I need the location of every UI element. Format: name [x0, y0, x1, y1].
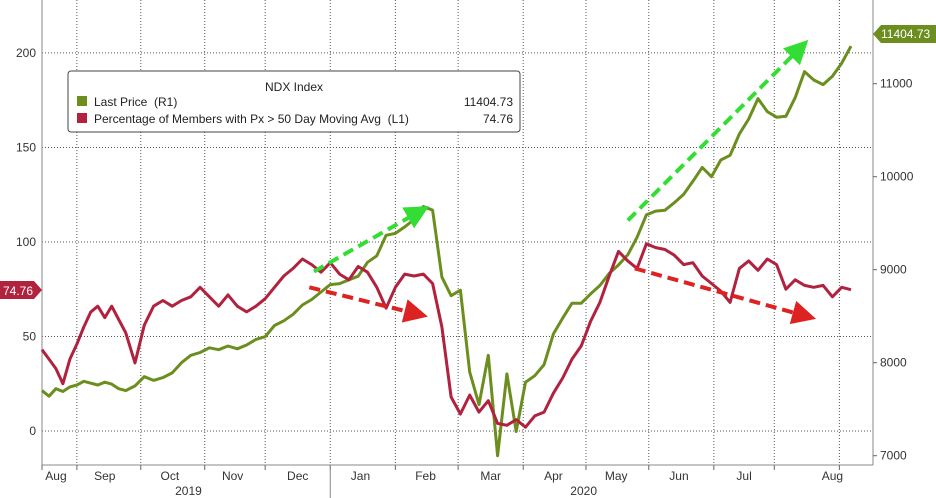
- left-axis-ticks: 0 50 100 150 200: [16, 46, 36, 438]
- right-tick-label: 11000: [880, 77, 913, 91]
- month-label: Aug: [822, 469, 843, 483]
- month-label: Oct: [161, 469, 180, 483]
- left-tick-label: 100: [16, 235, 36, 249]
- left-tick-label: 50: [23, 329, 37, 343]
- trend-arrow-down: [308, 285, 428, 323]
- month-label: Apr: [544, 469, 563, 483]
- year-label: 2020: [570, 484, 597, 498]
- legend-value-breadth: 74.76: [483, 112, 513, 126]
- legend-title: NDX Index: [265, 80, 323, 94]
- right-tick-label: 7000: [880, 449, 907, 463]
- right-axis-ticks: 7000 8000 9000 10000 11000: [873, 77, 914, 463]
- month-label: Aug: [45, 469, 66, 483]
- legend-box: [67, 70, 521, 133]
- axes: [41, 0, 874, 466]
- right-tick-label: 8000: [880, 356, 907, 370]
- right-badge-shape: [873, 25, 936, 43]
- month-label: Feb: [415, 469, 436, 483]
- left-value-badge: 74.76: [0, 281, 42, 299]
- legend-value-price: 11404.73: [464, 95, 513, 109]
- legend-swatch-breadth: [77, 113, 87, 123]
- right-value-badge: 11404.73: [873, 25, 936, 43]
- right-badge-text: 11404.73: [881, 27, 930, 41]
- left-tick-label: 200: [16, 46, 36, 60]
- right-tick-label: 9000: [880, 263, 907, 277]
- year-label: 2019: [175, 484, 202, 498]
- legend: NDX Index Last Price (R1) 11404.73 Perce…: [67, 70, 521, 133]
- x-axis-months: Aug Sep Oct Nov Dec Jan Feb Mar Apr May Jun Jul Aug: [41, 465, 843, 483]
- trend-arrow-down: [634, 266, 817, 325]
- grid: [41, 0, 873, 465]
- legend-swatch-price: [77, 96, 87, 106]
- month-label: Mar: [480, 469, 501, 483]
- series-line-pct-above-50dma: [40, 242, 852, 429]
- annotation-layer: [308, 39, 817, 325]
- x-axis-years: 2019 2020: [175, 465, 597, 498]
- series-line-last-price: [41, 45, 853, 458]
- left-tick-label: 150: [16, 140, 36, 154]
- month-label: Nov: [222, 469, 243, 483]
- trend-arrow-up: [313, 206, 430, 274]
- month-label: Sep: [94, 469, 116, 483]
- month-label: Jun: [669, 469, 688, 483]
- legend-label-price: Last Price (R1): [94, 95, 177, 109]
- left-badge-text: 74.76: [3, 284, 33, 298]
- month-label: May: [605, 469, 628, 483]
- legend-label-breadth: Percentage of Members with Px > 50 Day M…: [94, 112, 409, 126]
- month-label: Jan: [351, 469, 370, 483]
- month-label: Jul: [736, 469, 751, 483]
- trend-arrow-up: [626, 39, 809, 222]
- left-tick-label: 0: [29, 424, 36, 438]
- left-badge-shape: [0, 281, 42, 299]
- series-layer: [40, 45, 853, 458]
- month-label: Dec: [287, 469, 308, 483]
- right-tick-label: 10000: [880, 170, 914, 184]
